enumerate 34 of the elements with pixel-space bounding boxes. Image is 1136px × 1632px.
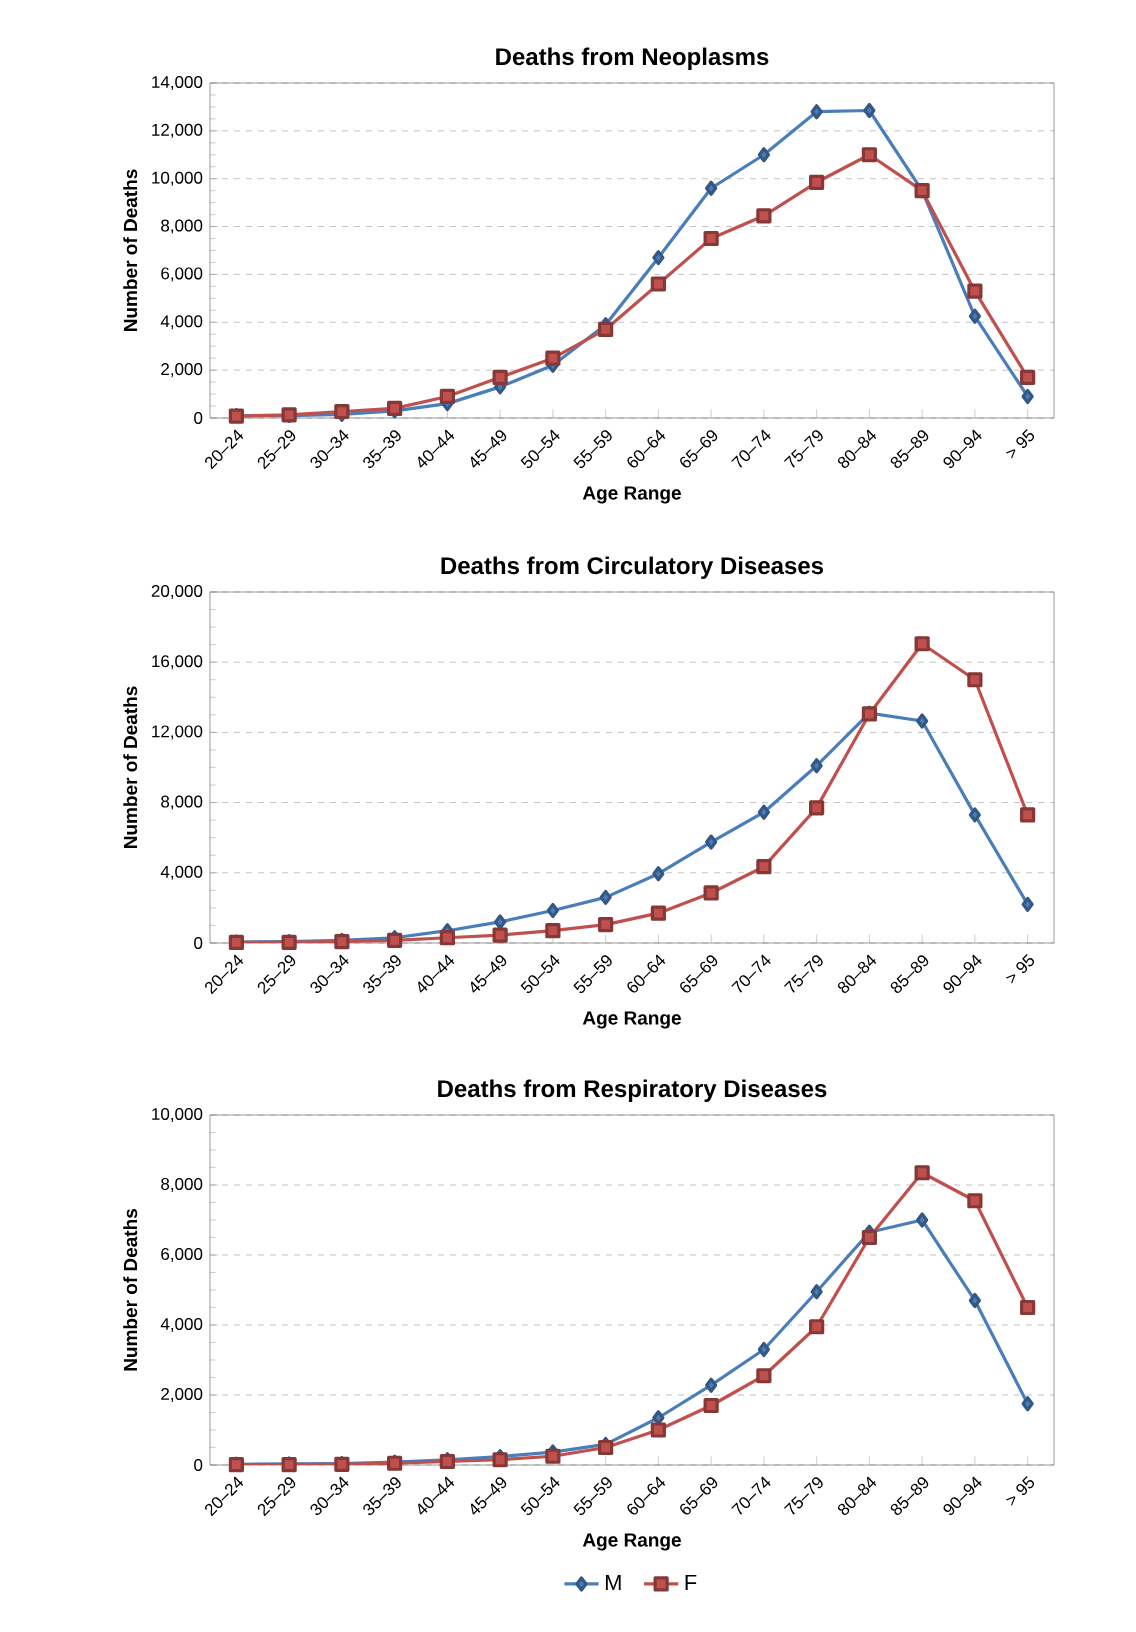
y-tick-label: 6,000 (161, 267, 203, 282)
y-axis-title: Number of Deaths (123, 686, 138, 849)
legend-label: M (605, 1574, 621, 1591)
y-tick-label: 4,000 (160, 865, 203, 880)
y-axis-title: Number of Deaths (123, 169, 138, 332)
y-tick-label: 6,000 (161, 1247, 203, 1263)
x-axis-title: Age Range (582, 1011, 681, 1029)
y-tick-label: 10,000 (152, 171, 203, 186)
y-tick-label: 14,000 (152, 75, 203, 90)
chart-title: Deaths from Neoplasms (496, 47, 769, 70)
y-tick-label: 0 (194, 411, 203, 424)
x-tick-label: > 95 (1005, 954, 1035, 984)
y-tick-label: 4,000 (160, 315, 203, 330)
y-tick-label: 12,000 (152, 725, 203, 740)
x-axis-title: Age Range (582, 486, 681, 504)
y-tick-label: 10,000 (152, 1107, 203, 1122)
y-tick-label: 2,000 (161, 363, 203, 378)
y-tick-label: 12,000 (152, 123, 203, 138)
y-tick-label: 2,000 (161, 1387, 203, 1403)
y-tick-label: 8,000 (161, 219, 203, 234)
y-axis-title: Number of Deaths (123, 1208, 138, 1371)
y-tick-label: 16,000 (152, 655, 203, 670)
y-tick-label: 8,000 (161, 1177, 203, 1193)
chart-title: Deaths from Respiratory Diseases (438, 1079, 827, 1102)
chart-title: Deaths from Circulatory Diseases (441, 556, 824, 579)
y-tick-label: 0 (194, 1458, 203, 1472)
legend-label: F (685, 1574, 697, 1591)
x-axis-title: Age Range (582, 1533, 681, 1551)
y-tick-label: 4,000 (160, 1317, 203, 1333)
x-tick-label: > 95 (1005, 1476, 1035, 1506)
y-tick-label: 0 (194, 936, 203, 949)
x-tick-label: > 95 (1005, 429, 1035, 459)
y-tick-label: 20,000 (151, 584, 203, 600)
y-tick-label: 8,000 (161, 795, 203, 810)
